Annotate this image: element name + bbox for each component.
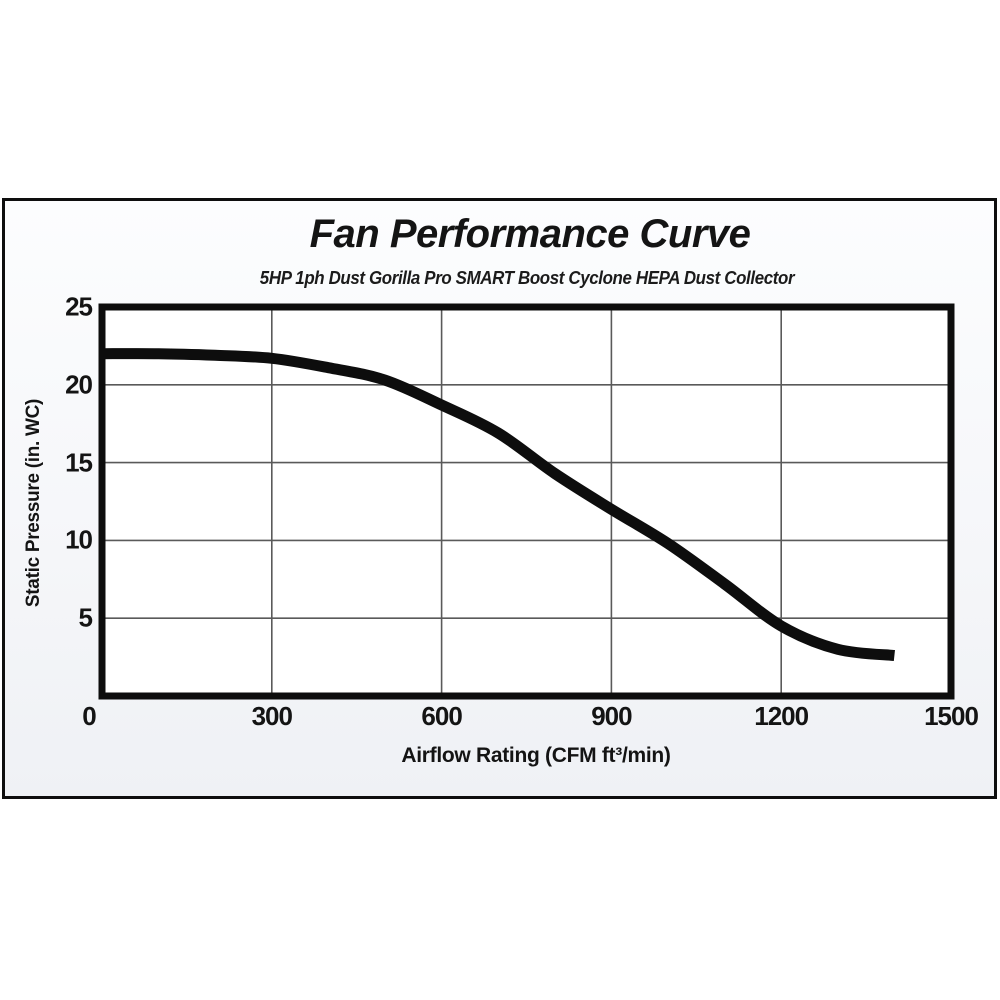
chart-subtitle: 5HP 1ph Dust Gorilla Pro SMART Boost Cyc… [259, 268, 795, 288]
plot-area [102, 307, 951, 696]
fan-curve-line [101, 348, 895, 661]
x-axis-title: Airflow Rating (CFM ft³/min) [401, 744, 671, 767]
y-axis-title: Static Pressure (in. WC) [23, 398, 44, 608]
plot-border [98, 303, 955, 700]
chart-title: Fan Performance Curve [309, 212, 751, 256]
